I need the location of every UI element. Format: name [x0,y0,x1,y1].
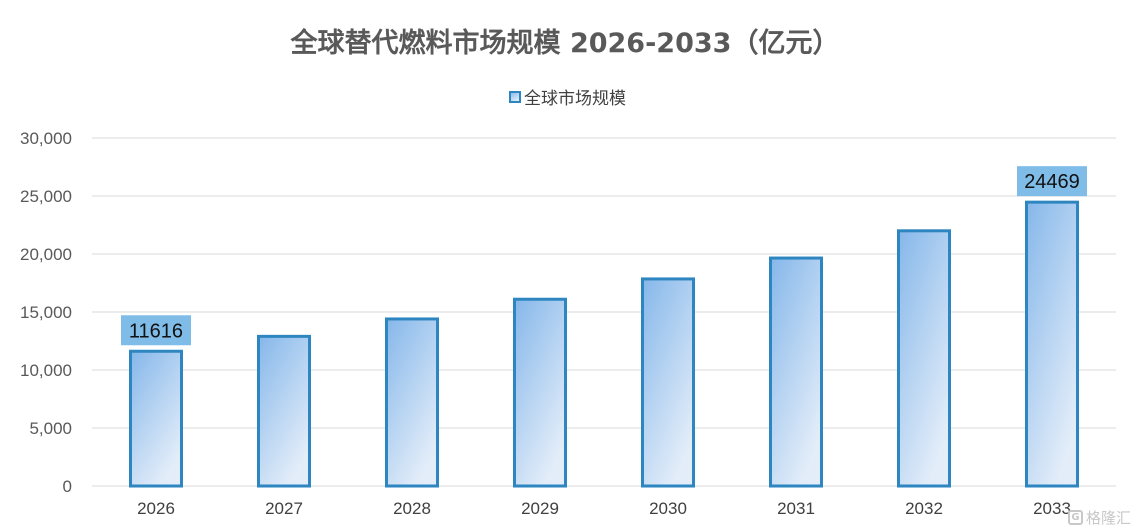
x-tick-label: 2029 [521,499,559,518]
bar-2030 [641,277,695,488]
bar-2031 [769,256,823,488]
bar-2026 [129,349,183,488]
x-tick-label: 2026 [137,499,175,518]
bar-2032 [897,229,951,488]
y-tick-label: 20,000 [20,245,72,264]
bar-2029 [513,297,567,488]
y-tick-label: 0 [63,477,72,496]
data-label-2026: 11616 [121,315,191,346]
legend: 全球市场规模 [509,89,626,109]
data-label-bg [121,315,191,346]
x-tick-label: 2028 [393,499,431,518]
data-label-text: 11616 [129,320,183,342]
y-tick-label: 10,000 [20,361,72,380]
watermark-text: 格隆汇 [1085,509,1131,527]
bars [129,200,1079,488]
data-label-text: 24469 [1024,171,1080,193]
data-label-2033: 24469 [1017,166,1087,197]
x-axis-ticks: 2026 2027 2028 2029 2030 2031 2032 2033 [137,499,1071,518]
y-axis-ticks: 0 5,000 10,000 15,000 20,000 25,000 30,000 [20,129,72,496]
y-tick-label: 25,000 [20,187,72,206]
legend-label: 全球市场规模 [524,89,626,109]
data-labels: 11616 24469 [121,166,1087,346]
y-tick-label: 5,000 [29,419,72,438]
bar-2027 [257,334,311,488]
x-tick-label: 2033 [1033,499,1071,518]
x-tick-label: 2032 [905,499,943,518]
bar-2033 [1025,200,1079,488]
gridlines [92,137,1116,487]
x-tick-label: 2027 [265,499,303,518]
bar-2028 [385,317,439,488]
x-tick-label: 2030 [649,499,687,518]
gelonghui-logo-icon: G [1067,510,1083,525]
y-tick-label: 30,000 [20,129,72,148]
data-label-bg [1017,166,1087,197]
legend-swatch [509,91,521,103]
x-tick-label: 2031 [777,499,815,518]
y-tick-label: 15,000 [20,303,72,322]
chart-title: 全球替代燃料市场规模 2026-2033（亿元） [290,27,840,59]
watermark: G 格隆汇 [1067,507,1131,528]
